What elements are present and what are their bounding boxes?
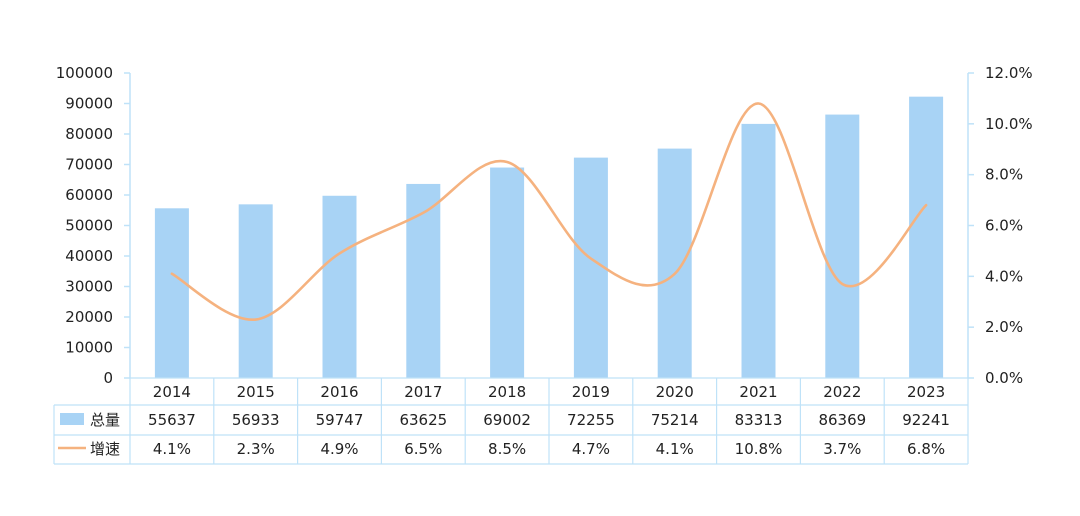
left-tick-label: 80000 bbox=[65, 125, 113, 143]
left-tick-label: 100000 bbox=[56, 64, 113, 82]
line-series bbox=[172, 103, 926, 319]
x-tick-label: 2015 bbox=[237, 383, 275, 401]
bar-2018 bbox=[490, 168, 524, 378]
left-tick-label: 50000 bbox=[65, 217, 113, 235]
x-tick-label: 2022 bbox=[823, 383, 861, 401]
right-tick-label: 8.0% bbox=[985, 166, 1023, 184]
bar-2022 bbox=[825, 115, 859, 378]
table-cell: 92241 bbox=[902, 411, 950, 429]
left-tick-label: 70000 bbox=[65, 156, 113, 174]
table-cell: 4.1% bbox=[153, 440, 191, 458]
table-cell: 63625 bbox=[399, 411, 447, 429]
bar-2015 bbox=[239, 204, 273, 378]
right-tick-label: 12.0% bbox=[985, 64, 1033, 82]
x-tick-label: 2021 bbox=[739, 383, 777, 401]
right-tick-label: 0.0% bbox=[985, 369, 1023, 387]
x-tick-label: 2014 bbox=[153, 383, 191, 401]
table-cell: 75214 bbox=[651, 411, 699, 429]
x-tick-label: 2016 bbox=[320, 383, 358, 401]
right-tick-label: 10.0% bbox=[985, 115, 1033, 133]
x-tick-label: 2020 bbox=[656, 383, 694, 401]
bar-series bbox=[155, 97, 943, 378]
table-cell: 56933 bbox=[232, 411, 280, 429]
bar-2016 bbox=[323, 196, 357, 378]
x-tick-label: 2019 bbox=[572, 383, 610, 401]
bar-2020 bbox=[658, 149, 692, 378]
table-cell: 3.7% bbox=[823, 440, 861, 458]
left-tick-label: 0 bbox=[103, 369, 113, 387]
table-cell: 86369 bbox=[818, 411, 866, 429]
bar-2014 bbox=[155, 208, 189, 378]
growth-rate-line bbox=[172, 103, 926, 319]
table-cell: 10.8% bbox=[735, 440, 783, 458]
legend-bar-swatch bbox=[60, 413, 84, 425]
left-tick-label: 30000 bbox=[65, 278, 113, 296]
table-cell: 55637 bbox=[148, 411, 196, 429]
table-cell: 83313 bbox=[735, 411, 783, 429]
table-row-label: 增速 bbox=[90, 440, 120, 458]
x-tick-label: 2018 bbox=[488, 383, 526, 401]
table-cell: 59747 bbox=[316, 411, 364, 429]
table-cell: 2.3% bbox=[237, 440, 275, 458]
left-tick-label: 40000 bbox=[65, 247, 113, 265]
x-tick-label: 2017 bbox=[404, 383, 442, 401]
bar-2021 bbox=[742, 124, 776, 378]
table-cell: 69002 bbox=[483, 411, 531, 429]
right-tick-label: 6.0% bbox=[985, 217, 1023, 235]
table-cell: 6.8% bbox=[907, 440, 945, 458]
left-tick-label: 60000 bbox=[65, 186, 113, 204]
x-tick-label: 2023 bbox=[907, 383, 945, 401]
table-cell: 4.7% bbox=[572, 440, 610, 458]
table-cell: 4.1% bbox=[656, 440, 694, 458]
right-tick-label: 4.0% bbox=[985, 267, 1023, 285]
left-tick-label: 20000 bbox=[65, 308, 113, 326]
table-cell: 4.9% bbox=[320, 440, 358, 458]
axes: 0 10000 20000 30000 40000 50000 60000 70000 8000… bbox=[56, 64, 1033, 387]
right-tick-label: 2.0% bbox=[985, 318, 1023, 336]
left-tick-label: 90000 bbox=[65, 95, 113, 113]
bar-2023 bbox=[909, 97, 943, 378]
table-cell: 8.5% bbox=[488, 440, 526, 458]
table-cell: 72255 bbox=[567, 411, 615, 429]
data-table: 2014 2015 2016 2017 2018 2019 2020 2021 2022 2023… bbox=[54, 378, 968, 464]
table-row-label: 总量 bbox=[90, 411, 120, 429]
table-cell: 6.5% bbox=[404, 440, 442, 458]
left-tick-label: 10000 bbox=[65, 339, 113, 357]
